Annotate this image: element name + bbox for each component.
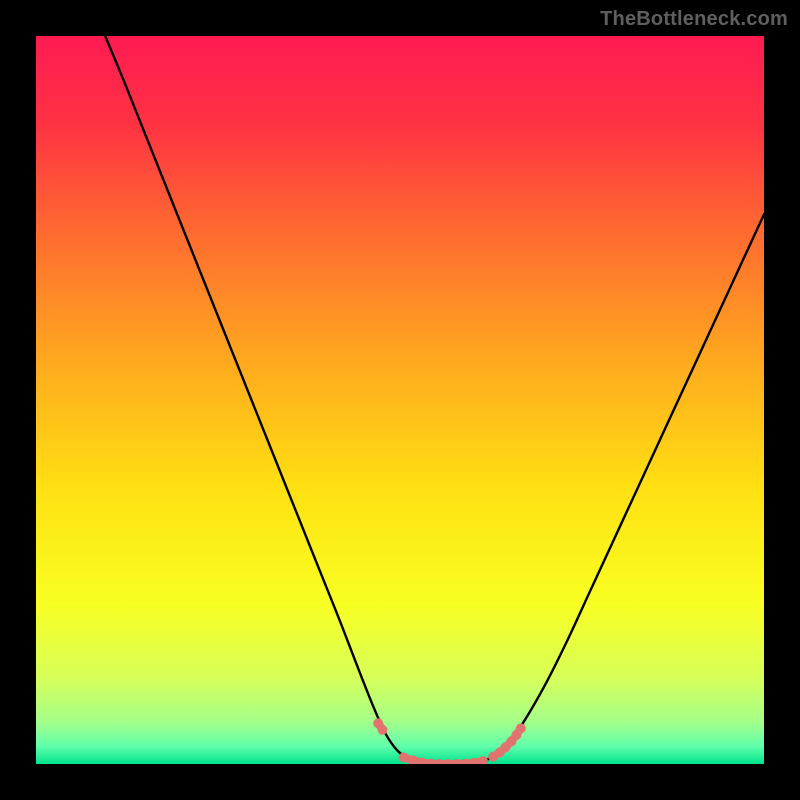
highlight-point [516,723,526,733]
plot-area [36,36,764,764]
chart-frame: TheBottleneck.com [0,0,800,800]
plot-background [36,36,764,764]
watermark-label: TheBottleneck.com [600,8,788,31]
highlight-point [378,725,388,735]
plot-svg [36,36,764,764]
highlight-point [399,752,409,762]
